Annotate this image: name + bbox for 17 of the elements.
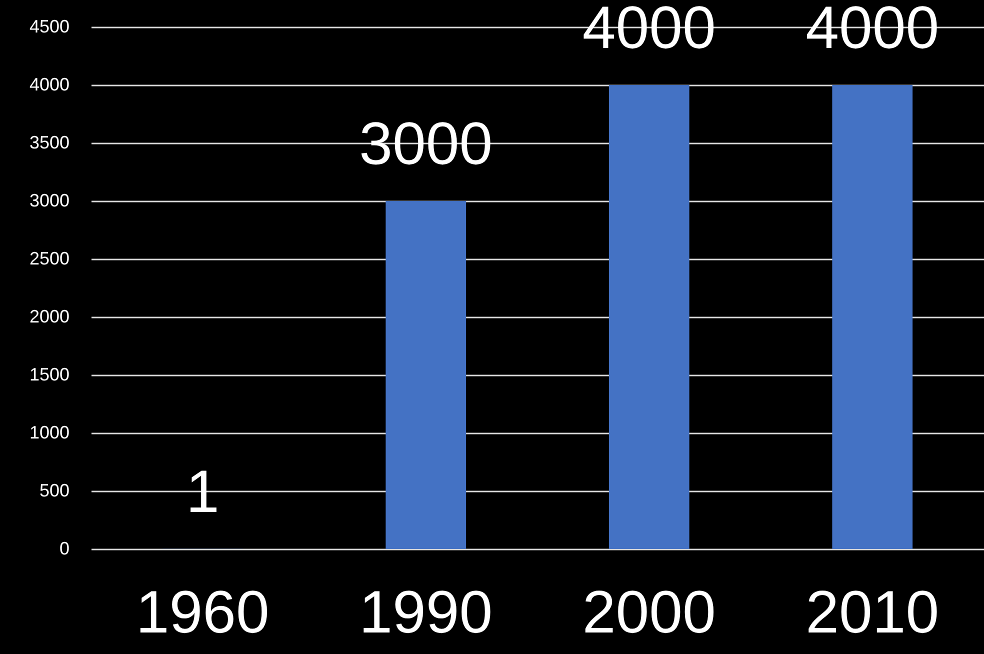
x-tick-label: 1990 — [359, 578, 493, 646]
y-tick-label: 3500 — [29, 132, 70, 152]
y-tick-label: 1500 — [29, 364, 70, 384]
y-tick-label: 4000 — [29, 74, 70, 94]
bar — [386, 201, 466, 549]
x-tick-label: 1960 — [136, 578, 270, 646]
bar — [608, 85, 690, 549]
x-tick-label: 2010 — [806, 578, 940, 646]
y-tick-label: 2500 — [29, 248, 70, 268]
y-tick-label: 500 — [39, 480, 70, 500]
x-tick-label: 2000 — [582, 578, 716, 646]
y-tick-label: 0 — [59, 538, 70, 558]
bar — [832, 85, 913, 549]
y-tick-label: 3000 — [29, 190, 70, 210]
y-tick-label: 2000 — [29, 306, 70, 326]
y-tick-label: 1000 — [29, 422, 70, 442]
y-tick-label: 4500 — [29, 16, 70, 36]
